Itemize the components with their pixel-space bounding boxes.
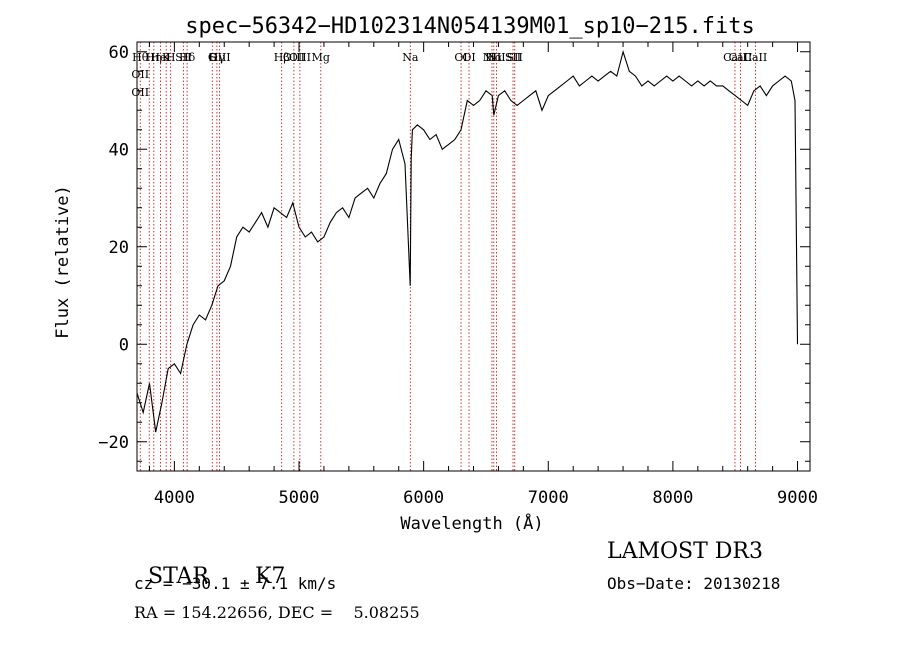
object-subclass: K7	[241, 539, 285, 589]
line-label-3-0: HeI	[150, 51, 170, 64]
line-label-9-0: Hγ	[209, 51, 226, 64]
line-label-2-0: Hη	[146, 51, 162, 64]
x-tick-label-8000: 8000	[652, 488, 693, 508]
line-label-8-0: G	[208, 51, 217, 64]
redshift-velocity: cz = −30.1 ± 7.1 km/s	[134, 574, 337, 593]
line-label-15-0: Na	[402, 51, 419, 64]
line-label-14-0: Mg	[312, 51, 330, 64]
line-label-19-0: Hα	[485, 51, 503, 64]
line-label-22-0: SII	[507, 51, 523, 64]
line-label-13-0: OIII	[289, 51, 311, 64]
x-tick-label-9000: 9000	[777, 488, 818, 508]
plot-frame	[136, 41, 811, 472]
observation-date: Obs−Date: 20130218	[607, 574, 781, 593]
line-label-0-1: OII	[131, 68, 149, 81]
line-label-20-0: NII	[487, 51, 505, 64]
x-tick-label-4000: 4000	[154, 488, 195, 508]
line-label-11-0: Hβ	[274, 51, 290, 64]
y-tick-label-3: 40	[109, 140, 129, 160]
class-label: STAR	[148, 564, 209, 589]
line-label-25-0: CaII	[744, 51, 768, 64]
x-tick-label-5000: 5000	[279, 488, 320, 508]
line-label-12-0: OIII	[283, 51, 305, 64]
line-label-7-0: Hδ	[179, 51, 196, 64]
line-label-10-0: OIII	[209, 51, 231, 64]
line-label-0-2: OII	[131, 86, 149, 99]
y-axis-label: Flux (relative)	[53, 185, 73, 339]
line-label-5-0: H	[166, 51, 176, 64]
x-tick-label-7000: 7000	[528, 488, 569, 508]
y-tick-label-4: 60	[109, 43, 129, 63]
line-label-23-0: CaII	[723, 51, 747, 64]
line-label-16-0: OI	[454, 51, 467, 64]
line-label-0-0: Hθ	[132, 51, 149, 64]
y-tick-label-0: −20	[98, 433, 129, 453]
subclass-label: K7	[255, 564, 286, 589]
x-axis-label: Wavelength (Å)	[400, 512, 543, 534]
line-label-24-0: CaII	[729, 51, 753, 64]
line-label-17-0: OI	[462, 51, 475, 64]
chart-title: spec−56342−HD102314N054139M01_sp10−215.f…	[185, 14, 755, 39]
line-label-21-0: SII	[505, 51, 521, 64]
y-tick-label-2: 20	[109, 238, 129, 258]
spectrum-line	[136, 49, 799, 433]
survey-name: LAMOST DR3	[607, 539, 763, 564]
line-label-4-0: K	[162, 51, 171, 64]
object-class: STAR	[134, 539, 209, 589]
ra-dec-coordinates: RA = 154.22656, DEC = 5.08255	[134, 603, 420, 622]
x-tick-label-6000: 6000	[403, 488, 444, 508]
y-tick-label-1: 0	[119, 335, 129, 355]
